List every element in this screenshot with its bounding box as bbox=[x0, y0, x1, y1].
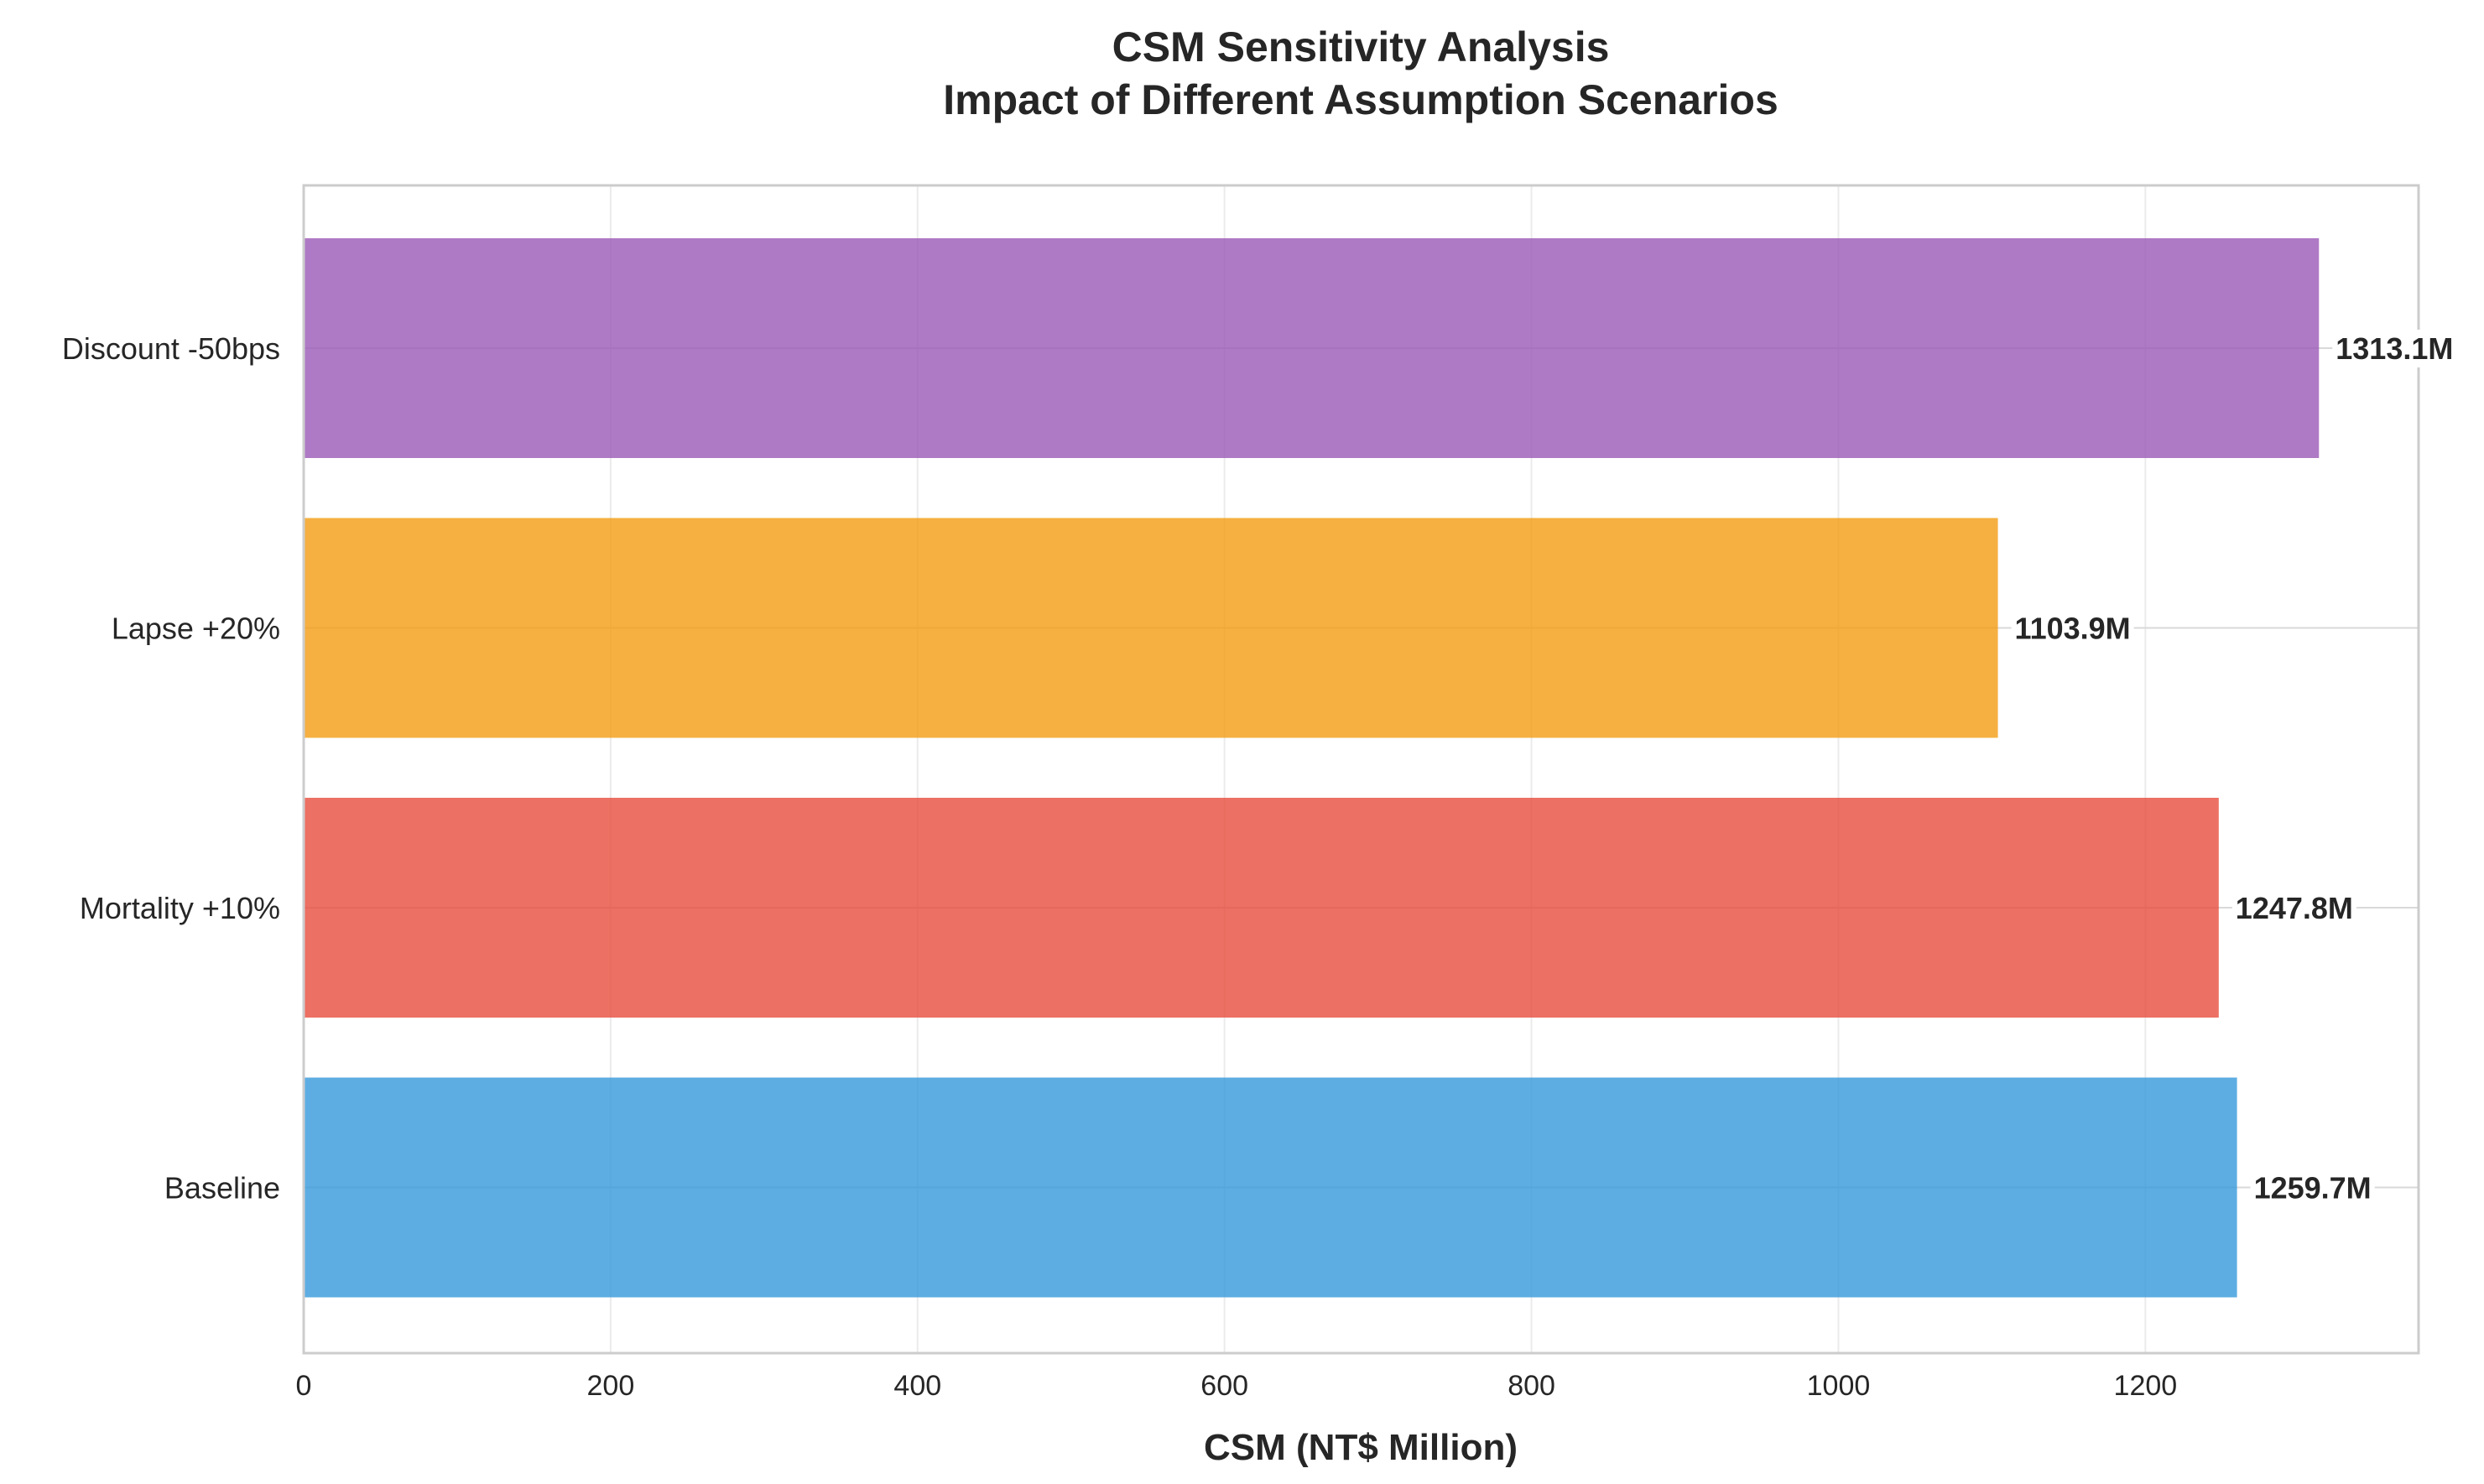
bar-baseline bbox=[304, 1077, 2237, 1298]
chart-title-line-1: CSM Sensitivity Analysis bbox=[1112, 23, 1610, 70]
bars bbox=[304, 238, 2320, 1298]
y-axis-categories: Baseline Mortality +10% Lapse +20% Discount… bbox=[62, 331, 280, 1205]
x-tick-label: 400 bbox=[893, 1370, 941, 1402]
value-label-background bbox=[2332, 330, 2457, 367]
value-label-baseline: 1259.7M bbox=[2254, 1171, 2372, 1205]
bar-lapse-20 bbox=[304, 518, 1998, 738]
x-tick-label: 1000 bbox=[1807, 1370, 1871, 1402]
value-label-mortality-10: 1247.8M bbox=[2236, 891, 2353, 925]
x-axis-ticks: 0 200 400 600 800 1000 1200 bbox=[296, 1370, 2178, 1402]
value-label-background bbox=[2011, 609, 2134, 648]
x-tick-label: 0 bbox=[296, 1370, 312, 1402]
category-label-mortality-10: Mortality +10% bbox=[80, 891, 280, 925]
x-tick-label: 600 bbox=[1200, 1370, 1248, 1402]
category-label-discount-50bps: Discount -50bps bbox=[62, 331, 280, 366]
value-label-lapse-20: 1103.9M bbox=[2015, 612, 2131, 646]
bar-mortality-10 bbox=[304, 798, 2219, 1018]
value-label-background bbox=[2250, 1169, 2375, 1207]
category-label-lapse-20: Lapse +20% bbox=[112, 612, 280, 646]
value-labels: 1259.7M 1247.8M 1103.9M 1313.1M bbox=[2011, 330, 2457, 1207]
value-label-discount-50bps: 1313.1M bbox=[2336, 331, 2453, 366]
x-tick-label: 800 bbox=[1508, 1370, 1555, 1402]
plot-frame bbox=[302, 184, 2420, 1355]
category-label-baseline: Baseline bbox=[164, 1171, 280, 1205]
value-label-background bbox=[2231, 889, 2356, 927]
chart-title-line-2: Impact of Different Assumption Scenarios bbox=[943, 76, 1778, 123]
bar-discount-50bps bbox=[304, 238, 2320, 458]
x-tick-label: 200 bbox=[587, 1370, 635, 1402]
x-tick-label: 1200 bbox=[2114, 1370, 2178, 1402]
x-axis-label: CSM (NT$ Million) bbox=[1204, 1427, 1518, 1468]
